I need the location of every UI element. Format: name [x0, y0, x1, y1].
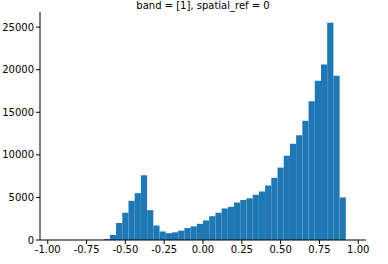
svg-text:15000: 15000: [8, 107, 34, 118]
html-text:band = [1], spatial_ref = 0: band = [1], spatial_ref = 0: [136, 0, 270, 11]
svg-text:-1.00: -1.00: [35, 244, 61, 255]
svg-text:25000: 25000: [8, 22, 34, 33]
svg-text:5000: 5000: [9, 192, 34, 203]
svg-text:20000: 20000: [8, 64, 34, 75]
svg-text:0.75: 0.75: [308, 244, 330, 255]
svg-text:0.25: 0.25: [231, 244, 253, 255]
svg-text:1.00: 1.00: [347, 244, 369, 255]
svg-text:-0.50: -0.50: [112, 244, 138, 255]
svg-text:10000: 10000: [8, 149, 34, 160]
svg-text:-0.25: -0.25: [151, 244, 177, 255]
svg-text:-0.75: -0.75: [74, 244, 100, 255]
svg-text:0: 0: [28, 235, 34, 246]
svg-text:0.00: 0.00: [192, 244, 214, 255]
svg-text:0.50: 0.50: [269, 244, 291, 255]
